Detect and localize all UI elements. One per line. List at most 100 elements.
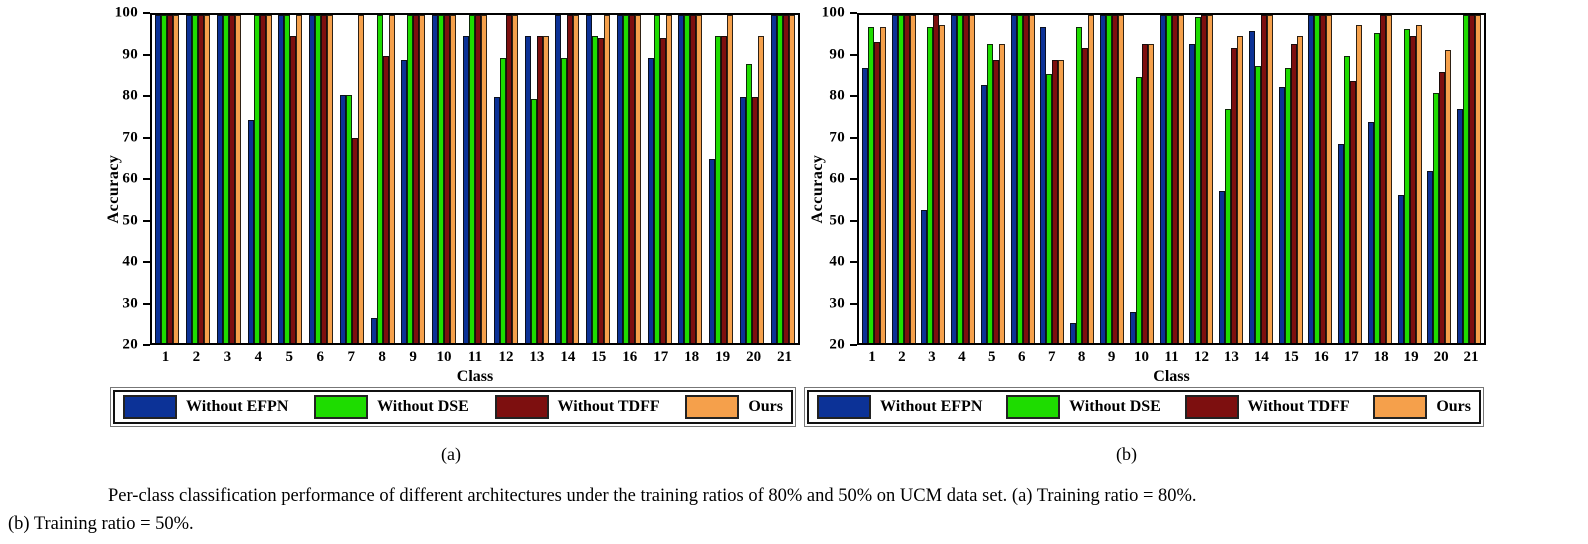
legend-swatch	[817, 395, 871, 419]
x-tick-label: 8	[1077, 349, 1086, 365]
x-tick-label: 18	[684, 349, 700, 365]
bar	[278, 15, 285, 343]
x-tick-label: 16	[622, 349, 638, 365]
bar	[1373, 33, 1380, 343]
bar	[339, 94, 346, 343]
bar	[653, 15, 660, 343]
bar	[511, 15, 518, 343]
bar	[290, 35, 297, 343]
x-tick-label: 15	[1283, 349, 1299, 365]
bar	[1159, 15, 1166, 343]
bar	[469, 15, 475, 343]
legend-a: Without EFPN Without DSE Without TDFF Ours	[110, 387, 796, 427]
bar	[198, 15, 205, 343]
bar	[1433, 92, 1440, 343]
y-tick-label: 50	[829, 212, 845, 228]
y-tick-mark	[850, 12, 857, 14]
bar	[1326, 15, 1333, 343]
bar	[167, 15, 174, 343]
legend-swatch	[1006, 395, 1061, 419]
x-tick-label: 5	[988, 349, 996, 365]
bar	[192, 15, 199, 343]
bar	[957, 15, 964, 343]
bar	[536, 35, 543, 343]
bar	[709, 158, 716, 343]
y-tick-mark	[850, 344, 857, 346]
bar	[986, 43, 993, 343]
bar	[1290, 43, 1297, 343]
bar	[253, 15, 260, 343]
bar	[444, 15, 451, 343]
bar	[1314, 15, 1321, 343]
bar	[678, 15, 685, 343]
chart-panel-a: Accuracy 20 30 40 50 60 70 80 90 100 1 2 3 4 5 6 7 8 9 10…	[100, 0, 800, 430]
legend-item: Ours	[1373, 395, 1471, 419]
bar	[992, 60, 999, 343]
bar	[1189, 43, 1196, 343]
bar	[1076, 27, 1083, 343]
y-tick-label: 40	[829, 253, 845, 270]
bar	[665, 15, 672, 343]
bar	[1147, 43, 1154, 343]
bar	[586, 15, 593, 343]
bar	[388, 15, 395, 343]
x-tick-label: 1	[868, 349, 876, 365]
legend-swatch	[685, 395, 740, 419]
x-tick-label: 17	[653, 349, 669, 365]
bar	[345, 94, 352, 343]
legend-swatch	[1373, 395, 1428, 419]
bar	[222, 15, 229, 343]
bar	[1379, 15, 1386, 343]
y-tick-label: 90	[829, 46, 845, 62]
bar	[927, 27, 934, 343]
y-tick-label: 40	[122, 253, 138, 270]
bar	[757, 35, 764, 343]
bar	[530, 99, 537, 343]
bar	[413, 15, 420, 343]
bar	[259, 15, 266, 343]
y-tick-mark	[850, 95, 857, 97]
bar	[1016, 15, 1023, 343]
bar	[493, 97, 500, 343]
subfigure-label-a: (a)	[441, 444, 461, 464]
x-tick-label: 14	[560, 349, 576, 365]
y-tick-mark	[850, 261, 857, 263]
x-tick-label: 10	[436, 349, 452, 365]
bar	[419, 15, 426, 343]
x-tick-label: 12	[1193, 349, 1209, 365]
bar	[1082, 47, 1089, 343]
bar	[161, 15, 168, 343]
bar	[776, 15, 783, 343]
bar	[788, 15, 795, 343]
bar	[561, 58, 568, 343]
bar	[933, 15, 940, 343]
bar	[727, 15, 734, 343]
y-tick-label: 70	[122, 129, 138, 145]
y-tick-mark	[143, 95, 150, 97]
x-tick-label: 12	[498, 349, 514, 365]
legend-item: Without EFPN	[817, 395, 982, 419]
y-tick-mark	[143, 53, 150, 56]
y-tick-label: 60	[122, 170, 138, 187]
bar	[1308, 15, 1315, 343]
bar	[1469, 15, 1476, 343]
bar	[696, 15, 703, 343]
bar	[567, 15, 574, 343]
bar	[1344, 56, 1351, 343]
y-tick-mark	[143, 261, 150, 263]
bar	[438, 15, 445, 343]
bar	[1248, 31, 1255, 343]
y-tick-label: 60	[829, 170, 845, 187]
y-tick-label: 50	[122, 212, 138, 228]
bar	[1219, 191, 1226, 343]
bar	[1284, 68, 1291, 343]
x-tick-label: 2	[192, 349, 201, 365]
x-tick-label: 9	[409, 349, 417, 365]
caption-line-1: Per-class classification performance of …	[108, 486, 1197, 506]
bar	[1010, 15, 1017, 343]
x-tick-label: 9	[1107, 349, 1116, 365]
x-tick-label: 7	[1047, 349, 1056, 365]
legend-label: Without EFPN	[186, 398, 289, 415]
legend-b: Without EFPN Without DSE Without TDFF Ours	[804, 387, 1484, 427]
bar	[1070, 322, 1077, 343]
